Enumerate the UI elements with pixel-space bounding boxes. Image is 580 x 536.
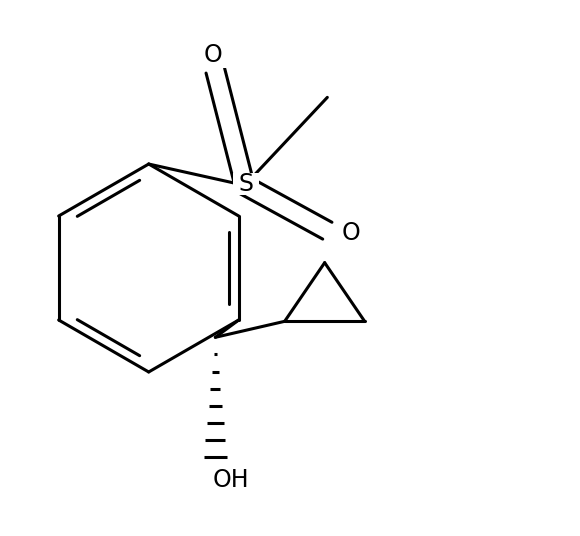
FancyBboxPatch shape bbox=[210, 467, 253, 493]
Text: O: O bbox=[204, 43, 222, 66]
Text: S: S bbox=[239, 172, 254, 196]
Text: OH: OH bbox=[213, 468, 249, 492]
FancyBboxPatch shape bbox=[234, 173, 259, 196]
FancyBboxPatch shape bbox=[198, 42, 227, 68]
Text: O: O bbox=[342, 221, 361, 245]
FancyBboxPatch shape bbox=[336, 220, 366, 246]
